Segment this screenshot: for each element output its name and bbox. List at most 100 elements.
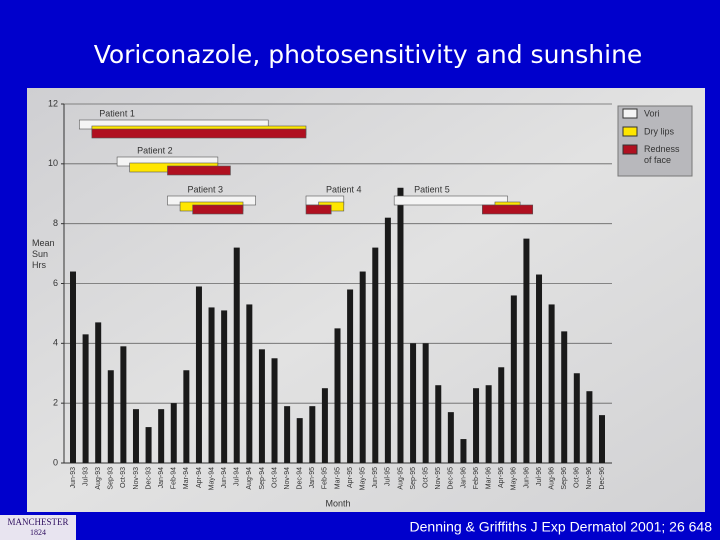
x-tick-label: Feb-95 [322, 467, 329, 489]
bar [536, 274, 543, 463]
timeline-bar [167, 165, 231, 176]
x-tick-label: May-96 [511, 467, 518, 490]
legend-swatch [622, 126, 638, 137]
y-tick-label: 6 [53, 278, 58, 288]
x-tick-label: Jun-93 [70, 467, 77, 489]
y-tick-label: 10 [48, 158, 58, 168]
timeline-bar [305, 204, 332, 215]
y-axis-label: Mean Sun Hrs [32, 238, 55, 270]
x-tick-label: Oct-95 [423, 467, 430, 488]
bar [208, 307, 215, 463]
bar [586, 391, 593, 463]
timeline-label: Patient 3 [187, 184, 223, 194]
x-tick-label: Nov-93 [133, 467, 140, 490]
bar [510, 295, 517, 463]
bar [120, 346, 127, 463]
x-tick-label: Jan-95 [309, 467, 316, 489]
timeline-bar [192, 204, 244, 215]
x-tick-label: May-94 [208, 467, 215, 490]
bar [70, 271, 76, 463]
timeline-label: Patient 4 [326, 184, 362, 194]
x-tick-label: Apr-94 [196, 467, 203, 488]
x-tick-label: Nov-94 [284, 467, 291, 490]
legend-label: Dry lips [644, 126, 675, 136]
x-tick-label: Sep-94 [259, 467, 266, 490]
x-tick-label: Jan-96 [460, 467, 467, 489]
bar [132, 409, 139, 463]
x-tick-label: Mar-96 [485, 467, 492, 489]
x-axis-label: Month [325, 498, 350, 508]
bar [158, 409, 165, 463]
x-tick-label: Feb-94 [171, 467, 178, 489]
x-tick-label: Nov-95 [435, 467, 442, 490]
y-tick-label: 8 [53, 218, 58, 228]
timeline-bar [91, 128, 307, 139]
x-tick-label: Aug-93 [95, 467, 102, 490]
x-tick-label: Mar-95 [334, 467, 341, 489]
bar [523, 238, 530, 463]
legend-label: Vori [644, 108, 660, 118]
x-tick-label: Sep-93 [108, 467, 115, 490]
bar [170, 403, 177, 463]
bar [145, 427, 152, 463]
bar [561, 331, 568, 463]
bar [473, 388, 480, 463]
bar [321, 388, 328, 463]
x-tick-label: Jul-95 [385, 467, 392, 486]
bar [573, 373, 580, 463]
x-tick-label: Jan-94 [158, 467, 165, 489]
x-tick-label: Dec-95 [448, 467, 455, 490]
bar [246, 304, 253, 463]
bar [284, 406, 291, 463]
x-tick-label: Sep-95 [410, 467, 417, 490]
x-tick-label: Aug-94 [246, 467, 253, 490]
y-tick-label: 12 [48, 98, 58, 108]
bar [347, 289, 354, 463]
x-tick-label: Mar-94 [183, 467, 190, 489]
timeline-bar [393, 195, 508, 206]
x-tick-label: Aug-95 [397, 467, 404, 490]
x-tick-label: Jun-94 [221, 467, 228, 489]
bar [498, 367, 505, 463]
bar [233, 247, 240, 463]
x-tick-label: Jun-96 [523, 467, 530, 489]
bar [271, 358, 278, 463]
x-tick-label: Oct-93 [120, 467, 127, 488]
slide-title: Voriconazole, photosensitivity and sunsh… [94, 40, 643, 69]
timeline-label: Patient 5 [414, 184, 450, 194]
citation: Denning & Griffiths J Exp Dermatol 2001;… [410, 519, 713, 535]
legend-label: Redness of face [644, 144, 680, 165]
bar [296, 418, 303, 463]
x-tick-label: Jun-95 [372, 467, 379, 489]
x-tick-label: Jul-96 [536, 467, 543, 486]
logo-name: MANCHESTER [7, 517, 68, 527]
x-tick-label: Dec-96 [599, 467, 606, 490]
x-tick-label: Jul-94 [234, 467, 241, 486]
legend-swatch [622, 108, 638, 119]
x-tick-label: Feb-96 [473, 467, 480, 489]
x-tick-label: Dec-94 [297, 467, 304, 490]
timeline-label: Patient 2 [137, 145, 173, 155]
x-tick-label: Aug-96 [548, 467, 555, 490]
timeline-label: Patient 1 [99, 108, 135, 118]
x-tick-label: May-95 [360, 467, 367, 490]
logo-year: 1824 [30, 528, 46, 537]
bar [258, 349, 265, 463]
bar [221, 310, 228, 463]
bar [95, 322, 102, 463]
x-tick-label: Nov-96 [586, 467, 593, 490]
bar [195, 286, 202, 463]
bar [359, 271, 366, 463]
bar [410, 343, 417, 463]
logo-box [0, 515, 76, 540]
bar [309, 406, 316, 463]
bar [447, 412, 454, 463]
bar [422, 343, 429, 463]
bar [460, 439, 467, 463]
y-tick-label: 4 [53, 338, 58, 348]
bar [435, 385, 442, 463]
bar [485, 385, 492, 463]
bar [334, 328, 341, 463]
